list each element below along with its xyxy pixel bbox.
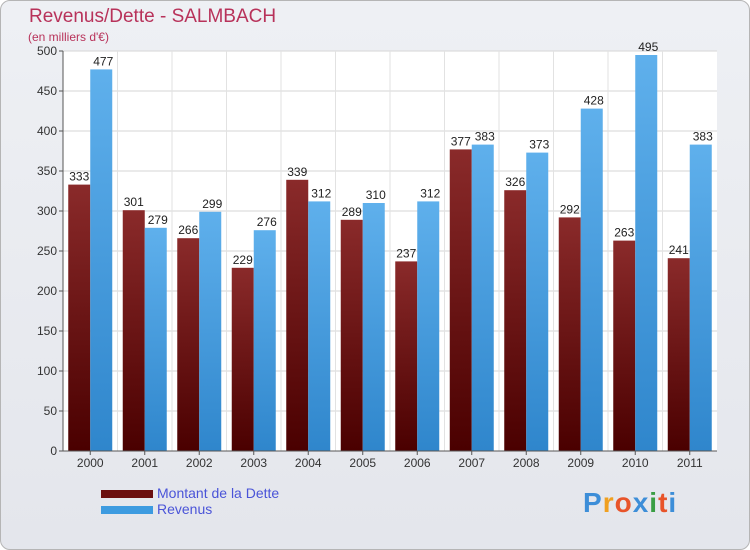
bar-revenus bbox=[580, 108, 603, 451]
x-tick-label: 2011 bbox=[677, 456, 703, 470]
bar-debt bbox=[68, 184, 91, 451]
bar-revenus bbox=[253, 230, 276, 451]
data-label-revenus: 312 bbox=[311, 186, 331, 200]
x-tick-label: 2004 bbox=[295, 456, 322, 470]
data-label-debt: 229 bbox=[233, 253, 253, 267]
data-label-revenus: 428 bbox=[584, 94, 604, 108]
data-label-debt: 266 bbox=[178, 223, 198, 237]
logo-letter: i bbox=[649, 487, 659, 518]
y-tick-label: 0 bbox=[50, 444, 57, 458]
bar-revenus bbox=[526, 152, 549, 451]
chart-subtitle: (en milliers d'€) bbox=[28, 30, 109, 44]
data-label-debt: 326 bbox=[505, 175, 525, 189]
legend-label-debt: Montant de la Dette bbox=[157, 485, 280, 501]
bar-revenus bbox=[144, 227, 167, 451]
data-label-revenus: 373 bbox=[529, 138, 549, 152]
bar-debt bbox=[122, 210, 145, 451]
data-label-revenus: 310 bbox=[366, 188, 386, 202]
data-label-debt: 292 bbox=[560, 202, 580, 216]
y-tick-label: 400 bbox=[37, 124, 57, 138]
bar-revenus bbox=[362, 203, 385, 451]
bar-debt bbox=[286, 179, 309, 452]
data-label-debt: 377 bbox=[451, 134, 471, 148]
logo-letter: t bbox=[658, 487, 669, 518]
data-label-debt: 237 bbox=[396, 246, 416, 260]
data-label-revenus: 383 bbox=[475, 130, 495, 144]
x-tick-label: 2009 bbox=[567, 456, 594, 470]
bar-debt bbox=[231, 267, 254, 451]
bar-revenus bbox=[689, 144, 712, 451]
bar-debt bbox=[395, 261, 418, 451]
data-label-debt: 333 bbox=[69, 170, 89, 184]
y-tick-label: 100 bbox=[37, 364, 57, 378]
data-label-revenus: 312 bbox=[420, 186, 440, 200]
y-tick-label: 350 bbox=[37, 164, 57, 178]
logo-letter: r bbox=[602, 487, 615, 518]
data-label-revenus: 477 bbox=[93, 54, 113, 68]
bar-debt bbox=[667, 258, 690, 451]
data-label-debt: 263 bbox=[614, 226, 634, 240]
x-tick-label: 2002 bbox=[186, 456, 213, 470]
data-label-debt: 289 bbox=[342, 205, 362, 219]
x-tick-label: 2007 bbox=[458, 456, 485, 470]
y-tick-label: 250 bbox=[37, 244, 57, 258]
x-tick-label: 2010 bbox=[622, 456, 649, 470]
legend-swatch-revenus bbox=[101, 506, 153, 514]
legend-swatch-debt bbox=[101, 490, 153, 498]
bar-chart: 333 477 301 279 266 299 229 276 339 312 289 310 237 3… bbox=[37, 40, 717, 470]
data-label-revenus: 279 bbox=[148, 213, 168, 227]
y-tick-label: 300 bbox=[37, 204, 57, 218]
bar-revenus bbox=[635, 55, 658, 451]
data-label-revenus: 495 bbox=[638, 40, 658, 54]
logo-letter: x bbox=[632, 487, 650, 518]
x-tick-label: 2005 bbox=[349, 456, 376, 470]
y-tick-label: 500 bbox=[37, 44, 57, 58]
chart-title: Revenus/Dette - SALMBACH bbox=[29, 6, 277, 27]
y-tick-label: 50 bbox=[44, 404, 58, 418]
bar-debt bbox=[558, 217, 581, 451]
data-label-revenus: 383 bbox=[693, 130, 713, 144]
legend-label-revenus: Revenus bbox=[157, 501, 213, 517]
data-label-revenus: 276 bbox=[257, 215, 277, 229]
bar-revenus bbox=[417, 201, 440, 451]
data-label-debt: 301 bbox=[124, 195, 144, 209]
x-tick-label: 2001 bbox=[131, 456, 158, 470]
bar-debt bbox=[613, 240, 636, 451]
bar-debt bbox=[504, 190, 527, 451]
bar-revenus bbox=[471, 144, 494, 451]
x-tick-label: 2003 bbox=[240, 456, 267, 470]
y-tick-label: 150 bbox=[37, 324, 57, 338]
bar-revenus bbox=[199, 211, 222, 451]
logo-letter: P bbox=[583, 487, 603, 518]
data-label-debt: 241 bbox=[669, 243, 689, 257]
proxiti-logo: Proxiti bbox=[583, 487, 677, 519]
x-tick-label: 2008 bbox=[513, 456, 540, 470]
logo-letter: o bbox=[614, 487, 633, 518]
y-tick-label: 200 bbox=[37, 284, 57, 298]
bar-debt bbox=[177, 238, 200, 451]
logo-letter: i bbox=[668, 487, 678, 518]
bar-revenus bbox=[308, 201, 331, 451]
x-tick-label: 2006 bbox=[404, 456, 431, 470]
x-tick-label: 2000 bbox=[77, 456, 104, 470]
y-tick-label: 450 bbox=[37, 84, 57, 98]
bar-revenus bbox=[90, 69, 113, 452]
bar-debt bbox=[449, 149, 472, 451]
bar-debt bbox=[340, 219, 363, 451]
data-label-debt: 339 bbox=[287, 165, 307, 179]
data-label-revenus: 299 bbox=[202, 197, 222, 211]
